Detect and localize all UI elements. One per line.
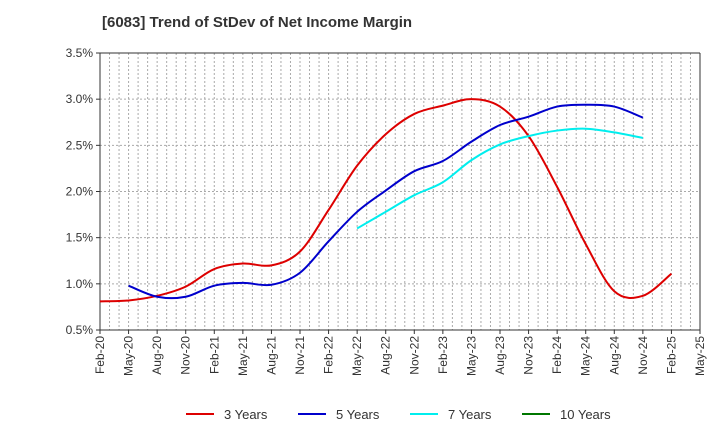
x-tick-label: Nov-21 (293, 336, 307, 375)
y-tick-label: 3.0% (66, 92, 94, 106)
series-lines (99, 98, 673, 303)
x-tick-label: May-23 (464, 336, 478, 376)
y-tick-label: 1.5% (66, 231, 94, 245)
y-tick-label: 2.0% (66, 185, 94, 199)
x-tick-label: Aug-21 (264, 336, 278, 375)
x-tick-label: Aug-20 (150, 336, 164, 375)
series-line-7-years (356, 127, 644, 230)
x-tick-label: Feb-24 (550, 336, 564, 374)
x-tick-label: Nov-22 (407, 336, 421, 375)
series-line-3-years (99, 98, 673, 303)
x-tick-label: May-25 (693, 336, 707, 376)
y-tick-label: 1.0% (66, 277, 94, 291)
legend-label: 10 Years (560, 407, 611, 422)
y-tick-label: 2.5% (66, 138, 94, 152)
x-tick-label: Nov-23 (522, 336, 536, 375)
legend-label: 7 Years (448, 407, 492, 422)
x-tick-label: Aug-24 (607, 336, 621, 375)
legend-label: 5 Years (336, 407, 380, 422)
x-tick-label: Aug-22 (379, 336, 393, 375)
y-tick-label: 3.5% (66, 46, 94, 60)
chart-title: [6083] Trend of StDev of Net Income Marg… (102, 14, 413, 31)
series-line-5-years (128, 103, 644, 300)
axes: 0.5% 1.0% 1.5% 2.0% 2.5% 3.0% 3.5% Feb-20 May-20… (66, 46, 707, 376)
legend: 3 Years 5 Years 7 Years 10 Years (186, 407, 611, 422)
legend-label: 3 Years (224, 407, 268, 422)
x-tick-label: Feb-22 (322, 336, 336, 374)
x-tick-label: May-21 (236, 336, 250, 376)
x-tick-label: Feb-20 (93, 336, 107, 374)
x-tick-label: Aug-23 (493, 336, 507, 375)
x-tick-label: Feb-23 (436, 336, 450, 374)
x-tick-label: Feb-25 (664, 336, 678, 374)
x-tick-label: Nov-24 (636, 336, 650, 375)
y-tick-label: 0.5% (66, 323, 94, 337)
x-tick-label: Nov-20 (179, 336, 193, 375)
x-tick-label: May-22 (350, 336, 364, 376)
x-tick-label: May-20 (122, 336, 136, 376)
x-tick-label: Feb-21 (207, 336, 221, 374)
x-tick-label: May-24 (579, 336, 593, 376)
